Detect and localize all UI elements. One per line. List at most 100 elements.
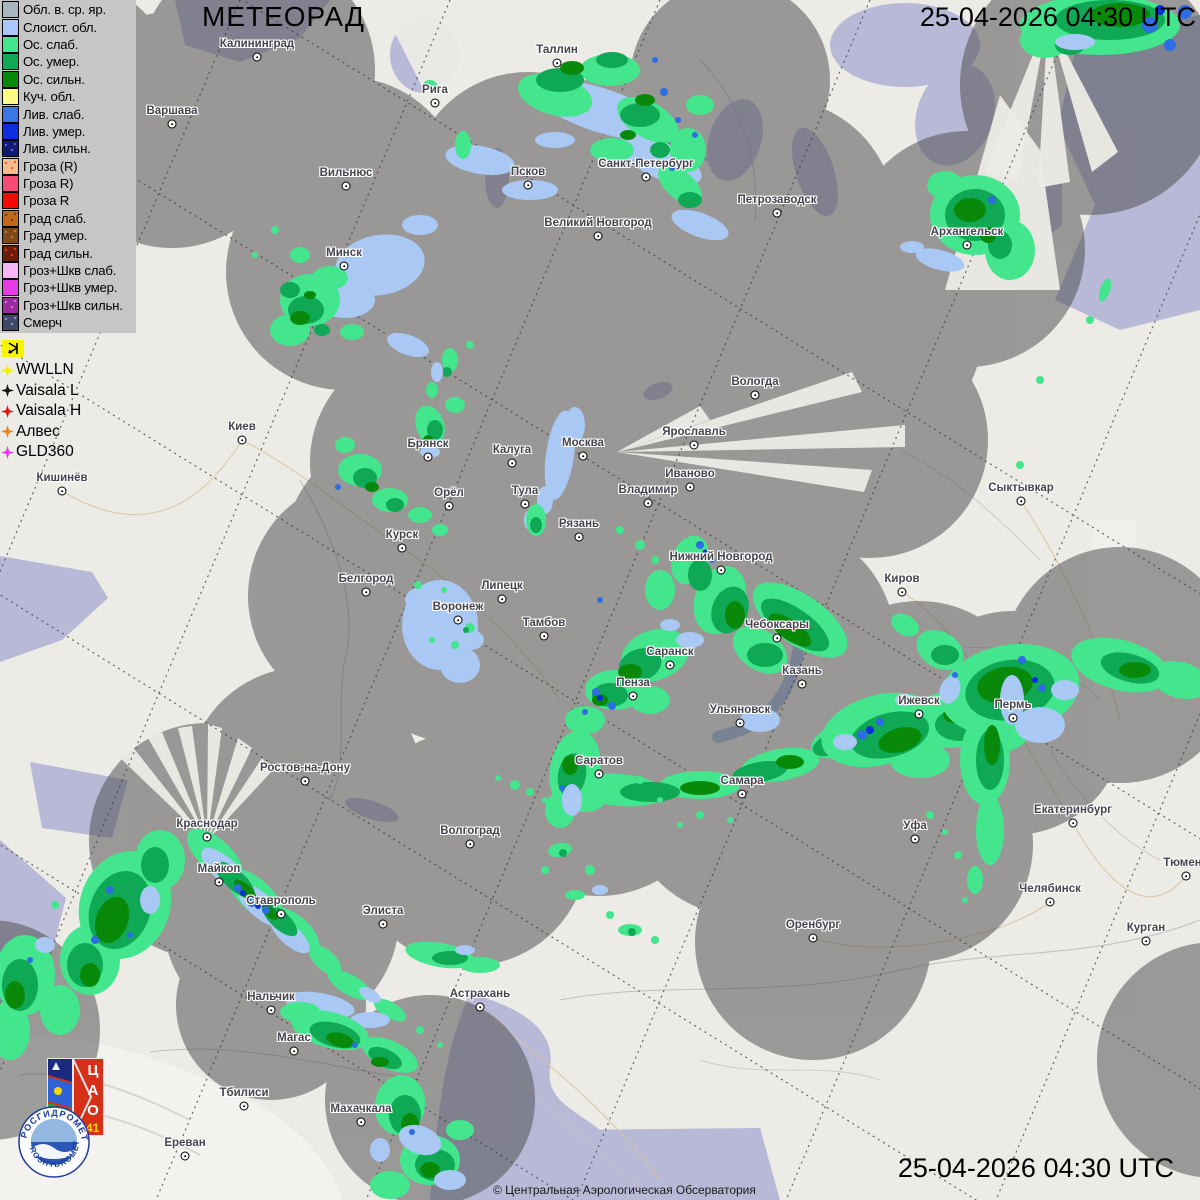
city-label: Владимир	[618, 484, 678, 496]
city-dot-icon	[497, 594, 507, 604]
legend-item: Ос. умер.	[2, 53, 133, 71]
city-dot-icon	[214, 877, 224, 887]
city-dot-icon	[430, 98, 440, 108]
legend-item: Гроза R	[2, 192, 133, 210]
legend-item: Гроз+Шкв сильн.	[2, 296, 133, 314]
lightning-cross-icon	[1, 425, 14, 439]
legend-label: Гроза R)	[23, 176, 74, 192]
legend-label: Гроза R	[23, 193, 70, 209]
city-dot-icon	[737, 789, 747, 799]
legend-swatch	[2, 175, 19, 193]
lightning-cross-icon	[1, 445, 14, 459]
city-label: Минск	[326, 247, 362, 259]
city-label: Уфа	[903, 820, 927, 832]
city-dot-icon	[1068, 818, 1078, 828]
legend-swatch	[2, 18, 19, 36]
legend-label: Слоист. обл.	[23, 19, 97, 35]
city-dot-icon	[356, 1117, 366, 1127]
city-label: Пенза	[616, 677, 650, 689]
city-label: Челябинск	[1019, 883, 1081, 895]
legend-label: Ос. слаб.	[23, 36, 79, 52]
city-label: Санкт-Петербург	[598, 158, 694, 170]
legend-swatch	[2, 227, 19, 245]
city-dot-icon	[594, 769, 604, 779]
legend-swatch	[2, 192, 19, 210]
tornado-symbol-box	[2, 340, 24, 357]
legend-label: Град сильн.	[23, 245, 93, 261]
legend-label: Куч. обл.	[23, 89, 76, 105]
cao-letter: Ц	[88, 1062, 99, 1079]
legend-label: Гроз+Шкв слаб.	[23, 263, 117, 279]
city-label: Саратов	[575, 755, 623, 767]
city-dot-icon	[276, 909, 286, 919]
city-dot-icon	[180, 1151, 190, 1161]
legend-swatch	[2, 105, 19, 123]
city-dot-icon	[643, 498, 653, 508]
city-label: Вильнюс	[319, 167, 373, 179]
city-label: Тюмень	[1163, 857, 1200, 869]
city-label: Махачкала	[330, 1103, 392, 1115]
legend-item: Гроз+Шкв умер.	[2, 279, 133, 297]
city-dot-icon	[239, 1101, 249, 1111]
cao-letter: О	[87, 1102, 99, 1119]
network-label: Алвес	[16, 422, 60, 440]
precip-arkhangelsk	[900, 171, 1112, 469]
city-dot-icon	[465, 839, 475, 849]
city-label: Иваново	[665, 468, 715, 480]
city-dot-icon	[339, 261, 349, 271]
city-dot-icon	[300, 776, 310, 786]
city-label: Ставрополь	[246, 895, 316, 907]
network-label: Vaisala H	[16, 402, 82, 420]
city-label: Орёл	[434, 487, 464, 499]
legend-label: Лив. сильн.	[23, 141, 91, 157]
city-dot-icon	[523, 180, 533, 190]
precip-voronezh	[402, 580, 484, 683]
city-dot-icon	[289, 1046, 299, 1056]
city-dot-icon	[453, 615, 463, 625]
legend-swatch	[2, 314, 19, 332]
city-dot-icon	[578, 451, 588, 461]
precip-baltic	[423, 52, 729, 241]
city-dot-icon	[57, 486, 67, 496]
city-dot-icon	[962, 240, 972, 250]
city-dot-icon	[772, 208, 782, 218]
legend-swatch	[2, 157, 19, 175]
legend-label: Гроз+Шкв сильн.	[23, 297, 123, 313]
city-dot-icon	[520, 499, 530, 509]
city-label: Магас	[277, 1032, 311, 1044]
legend-item: Ос. сильн.	[2, 70, 133, 88]
city-label: Москва	[562, 437, 604, 449]
city-dot-icon	[772, 633, 782, 643]
city-label: Пермь	[994, 699, 1032, 711]
legend-item: Лив. умер.	[2, 122, 133, 140]
city-dot-icon	[750, 390, 760, 400]
legend-swatch	[2, 35, 19, 53]
city-label: Киров	[884, 573, 920, 585]
city-label: Курск	[385, 529, 419, 541]
city-dot-icon	[1016, 496, 1026, 506]
city-label: Екатеринбург	[1034, 804, 1112, 816]
legend-swatch	[2, 122, 19, 140]
city-dot-icon	[1045, 897, 1055, 907]
city-dot-icon	[237, 435, 247, 445]
precip-caucasus	[0, 775, 659, 1199]
legend-swatch	[2, 70, 19, 88]
city-dot-icon	[539, 631, 549, 641]
city-label: Волгоград	[440, 825, 500, 837]
city-dot-icon	[444, 501, 454, 511]
city-label: Астрахань	[449, 988, 511, 1000]
city-label: Воронеж	[432, 601, 484, 613]
legend-item: Гроз+Шкв слаб.	[2, 262, 133, 280]
city-label: Калуга	[492, 444, 532, 456]
city-label: Киев	[228, 421, 256, 433]
network-item: Vaisala H	[1, 401, 81, 422]
legend-swatch	[2, 88, 19, 106]
legend-swatch	[2, 279, 19, 297]
legend-swatch	[2, 140, 19, 158]
legend-label: Обл. в. ср. яр.	[23, 2, 106, 18]
copyright-note: © Центральная Аэрологическая Обсерватори…	[493, 1183, 756, 1197]
legend-label: Лив. умер.	[23, 123, 86, 139]
city-label: Чебоксары	[745, 619, 809, 631]
city-dot-icon	[202, 832, 212, 842]
city-label: Белгород	[338, 573, 394, 585]
